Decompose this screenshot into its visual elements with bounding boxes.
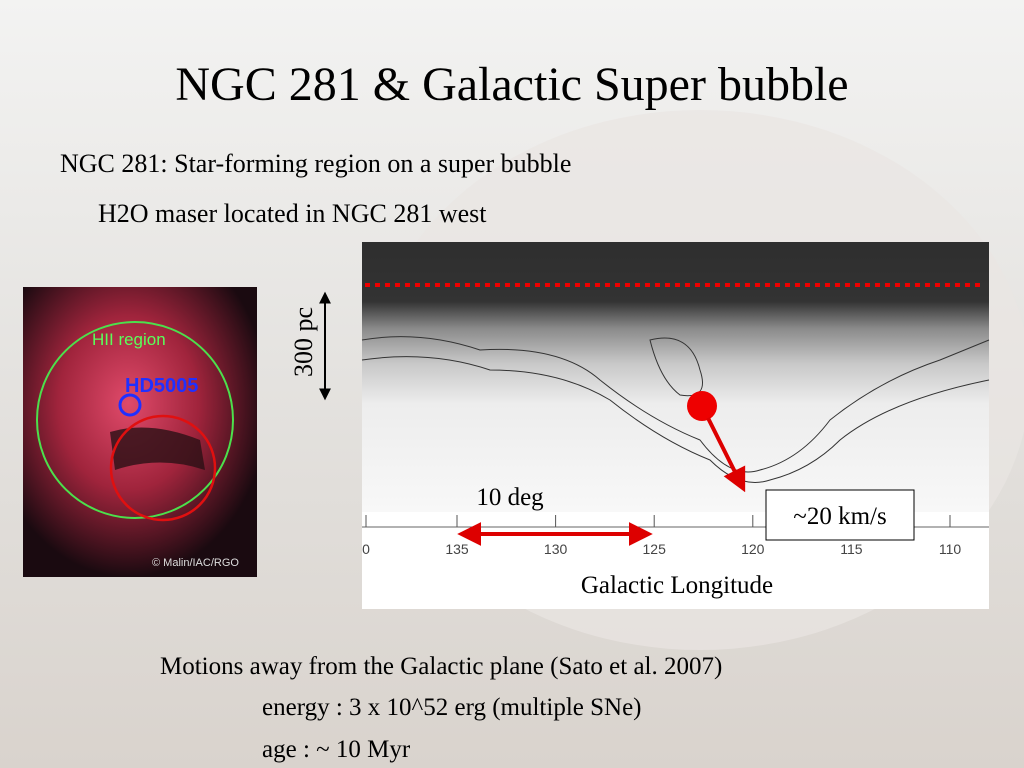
- angle-label: 10 deg: [476, 484, 544, 511]
- bullet: NGC 281: Star-forming region on a super …: [60, 149, 571, 178]
- scale-label: 300 pc: [289, 307, 318, 377]
- tick-label: 120: [741, 541, 765, 557]
- image-label: HD5005: [125, 375, 198, 397]
- note: Motions away from the Galactic plane (Sa…: [160, 653, 722, 680]
- note: energy : 3 x 10^52 erg (multiple SNe): [262, 694, 642, 721]
- nebula-image: HII region HD5005 © Malin/IAC/RGO: [23, 287, 257, 577]
- axis-label: Galactic Longitude: [581, 572, 773, 599]
- contour-map: 0 135 130 125 120 115 110 Galactic Longitude 1…: [361, 242, 990, 609]
- slide-title: NGC 281 & Galactic Super bubble: [175, 58, 848, 111]
- tick-label: 130: [544, 541, 568, 557]
- note: age : ~ 10 Myr: [262, 736, 411, 763]
- velocity-label: ~20 km/s: [793, 503, 886, 530]
- tick-label: 125: [643, 541, 667, 557]
- image-label: HII region: [92, 330, 166, 349]
- tick-label: 0: [362, 541, 370, 557]
- tick-label: 115: [840, 541, 863, 557]
- image-credit: © Malin/IAC/RGO: [152, 557, 239, 569]
- tick-label: 110: [939, 541, 962, 557]
- bullet: H2O maser located in NGC 281 west: [98, 199, 487, 228]
- tick-label: 135: [445, 541, 469, 557]
